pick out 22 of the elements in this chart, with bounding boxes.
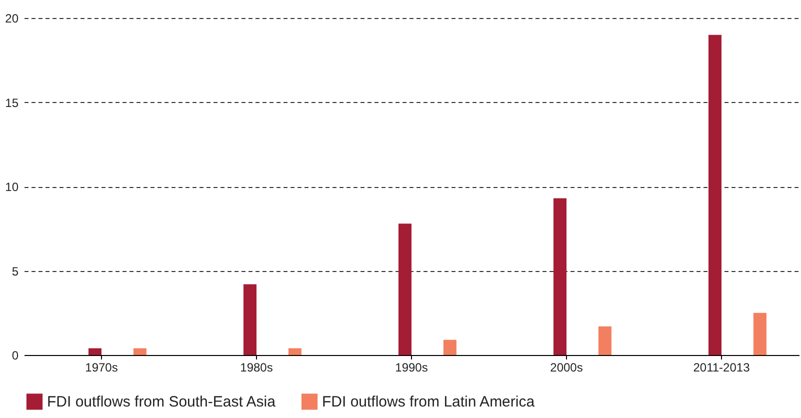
bar <box>753 312 766 355</box>
bar <box>288 348 302 355</box>
y-tick-label: 20 <box>5 12 19 26</box>
y-tick-label: 10 <box>5 180 19 194</box>
y-tick-label: 15 <box>5 96 19 110</box>
bar <box>708 34 722 355</box>
bar <box>443 340 456 355</box>
legend-label: FDI outflows from South-East Asia <box>47 394 276 411</box>
x-tick-label: 1990s <box>395 360 428 374</box>
x-tick-label: 1980s <box>240 360 273 374</box>
y-tick-label: 5 <box>12 264 19 278</box>
bar <box>398 224 412 355</box>
bar <box>598 326 612 355</box>
bar <box>133 348 146 355</box>
bar <box>243 284 256 355</box>
bar <box>553 198 566 355</box>
y-tick-label: 0 <box>12 348 19 362</box>
x-tick-label: 1970s <box>85 360 118 374</box>
x-tick-label: 2000s <box>550 360 583 374</box>
x-tick-label: 2011-2013 <box>693 360 750 374</box>
legend-label: FDI outflows from Latin America <box>322 394 536 411</box>
bar <box>88 348 102 355</box>
